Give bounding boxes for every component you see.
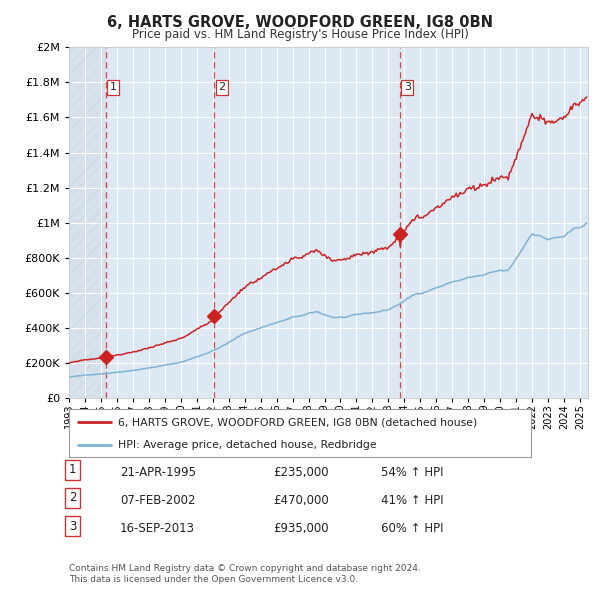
Text: 3: 3 xyxy=(404,83,411,92)
Text: 3: 3 xyxy=(69,520,76,533)
Text: 2: 2 xyxy=(218,83,226,92)
Text: 41% ↑ HPI: 41% ↑ HPI xyxy=(381,494,443,507)
Text: £235,000: £235,000 xyxy=(273,466,329,478)
Text: 1: 1 xyxy=(69,463,77,476)
Text: 6, HARTS GROVE, WOODFORD GREEN, IG8 0BN: 6, HARTS GROVE, WOODFORD GREEN, IG8 0BN xyxy=(107,15,493,30)
Text: 07-FEB-2002: 07-FEB-2002 xyxy=(120,494,196,507)
Text: 54% ↑ HPI: 54% ↑ HPI xyxy=(381,466,443,478)
Text: This data is licensed under the Open Government Licence v3.0.: This data is licensed under the Open Gov… xyxy=(69,575,358,584)
Text: 16-SEP-2013: 16-SEP-2013 xyxy=(120,522,195,535)
Text: Price paid vs. HM Land Registry's House Price Index (HPI): Price paid vs. HM Land Registry's House … xyxy=(131,28,469,41)
Text: HPI: Average price, detached house, Redbridge: HPI: Average price, detached house, Redb… xyxy=(118,440,376,450)
Text: 2: 2 xyxy=(69,491,77,504)
Text: 60% ↑ HPI: 60% ↑ HPI xyxy=(381,522,443,535)
Text: £935,000: £935,000 xyxy=(273,522,329,535)
Text: Contains HM Land Registry data © Crown copyright and database right 2024.: Contains HM Land Registry data © Crown c… xyxy=(69,565,421,573)
Text: £470,000: £470,000 xyxy=(273,494,329,507)
Text: 21-APR-1995: 21-APR-1995 xyxy=(120,466,196,478)
Text: 6, HARTS GROVE, WOODFORD GREEN, IG8 0BN (detached house): 6, HARTS GROVE, WOODFORD GREEN, IG8 0BN … xyxy=(118,417,477,427)
Text: 1: 1 xyxy=(110,83,117,92)
